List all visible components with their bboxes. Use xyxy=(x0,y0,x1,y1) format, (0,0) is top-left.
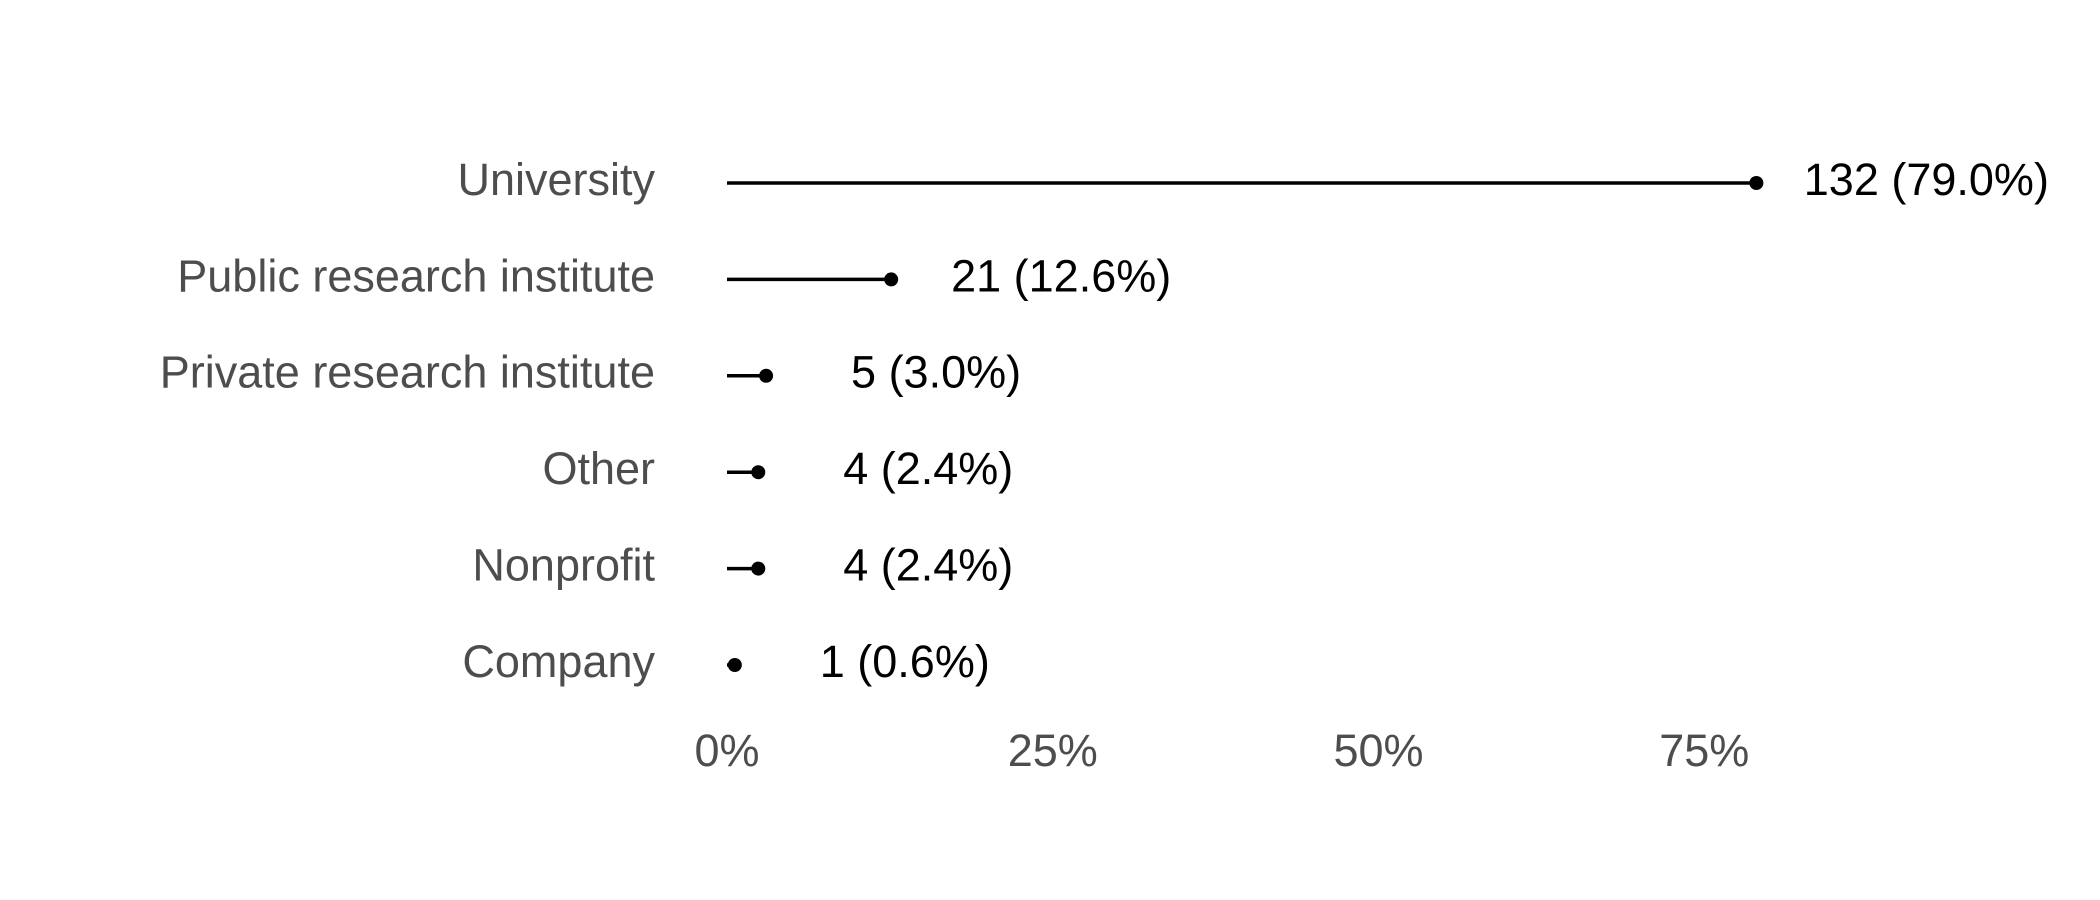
x-tick-label: 50% xyxy=(1333,725,1423,776)
value-label: 132 (79.0%) xyxy=(1804,154,2049,205)
value-label: 21 (12.6%) xyxy=(951,250,1171,301)
x-tick-label: 75% xyxy=(1659,725,1749,776)
lollipop-dot xyxy=(884,272,899,287)
value-label: 1 (0.6%) xyxy=(820,636,990,687)
lollipop-dot xyxy=(751,561,766,576)
x-tick-label: 0% xyxy=(694,725,759,776)
lollipop-dot xyxy=(1749,176,1764,190)
lollipop-dot xyxy=(727,658,742,672)
y-tick-label: Company xyxy=(462,636,655,687)
y-tick-label: University xyxy=(457,154,655,205)
x-tick-label: 25% xyxy=(1008,725,1098,776)
lollipop-dot xyxy=(759,368,774,383)
value-label: 5 (3.0%) xyxy=(851,347,1021,398)
value-label: 4 (2.4%) xyxy=(843,443,1013,494)
y-tick-label: Nonprofit xyxy=(472,539,655,590)
y-tick-label: Other xyxy=(542,443,655,494)
y-tick-label: Private research institute xyxy=(160,347,655,398)
y-tick-label: Public research institute xyxy=(177,250,655,301)
value-label: 4 (2.4%) xyxy=(843,539,1013,590)
lollipop-dot xyxy=(751,465,766,480)
